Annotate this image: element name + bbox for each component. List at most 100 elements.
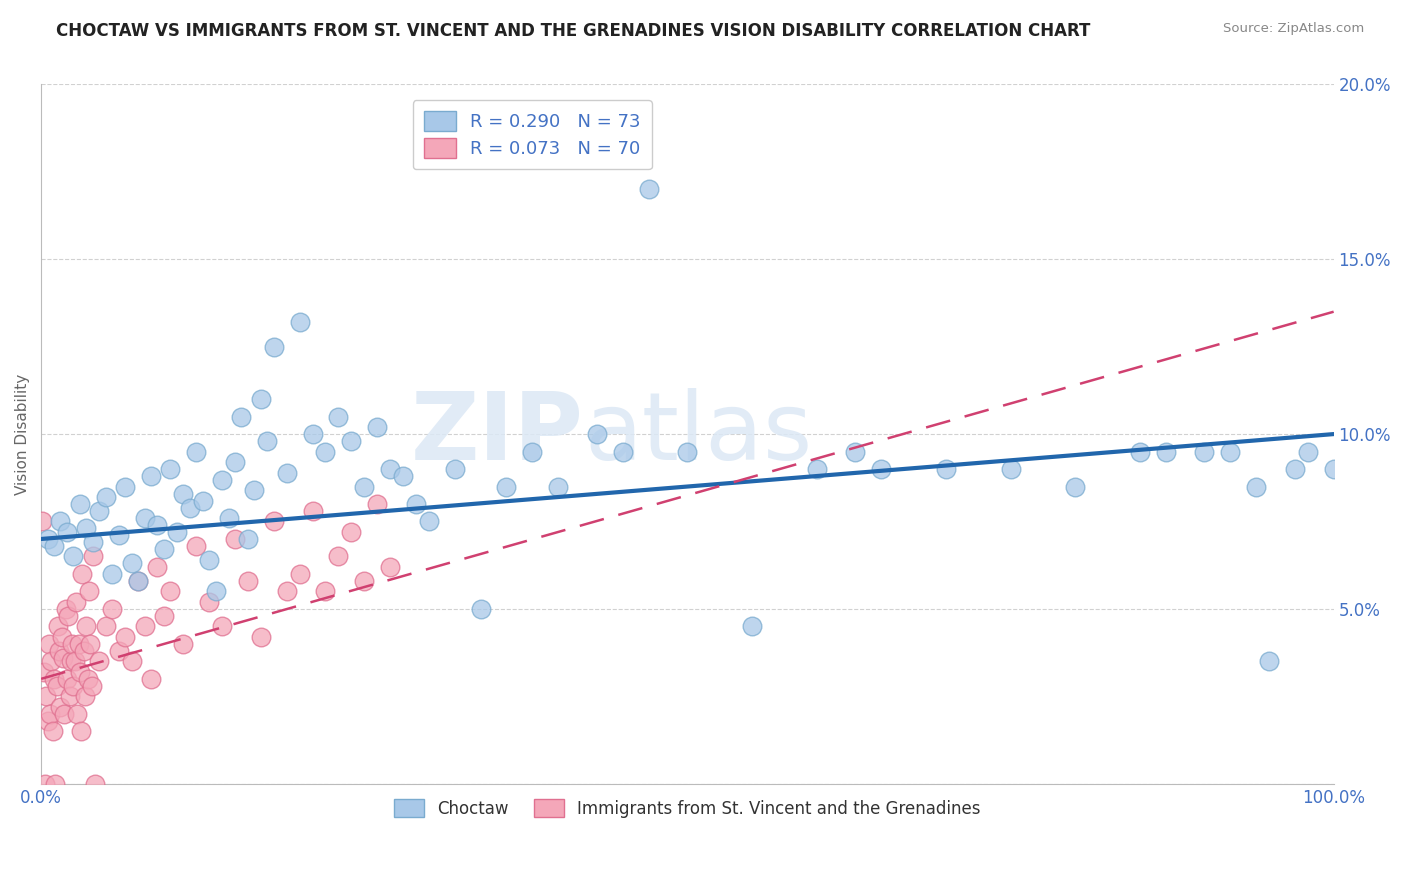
Point (65, 595, 87, 609)
Point (153, 542, 176, 557)
Point (107, 644, 129, 658)
Point (443, 462, 465, 476)
Point (82, 535, 104, 549)
Point (1129, 444, 1152, 458)
Point (48, 644, 70, 658)
Point (405, 497, 427, 511)
Point (32, 665, 55, 679)
Point (94, 619, 117, 633)
Point (72, 566, 94, 581)
Point (66, 706, 89, 721)
Point (231, 409, 253, 424)
Point (263, 515, 285, 529)
Point (89, 654, 111, 668)
Point (107, 528, 129, 542)
Point (73, 690, 96, 704)
Point (243, 483, 266, 497)
Point (153, 608, 176, 623)
Point (34, 777, 56, 791)
Point (328, 549, 350, 564)
Point (1296, 444, 1319, 458)
Point (495, 479, 517, 493)
Point (191, 493, 214, 508)
Point (263, 340, 285, 354)
Point (378, 560, 401, 574)
Point (77, 584, 100, 599)
Text: Source: ZipAtlas.com: Source: ZipAtlas.com (1223, 22, 1364, 36)
Point (63, 654, 86, 668)
Point (53, 706, 76, 721)
Point (806, 462, 828, 476)
Point (59, 654, 82, 668)
Point (46, 619, 69, 633)
Point (55, 602, 77, 616)
Point (67, 637, 90, 651)
Point (1194, 444, 1216, 458)
Point (366, 497, 388, 511)
Point (56, 672, 79, 686)
Point (935, 462, 957, 476)
Point (328, 409, 350, 424)
Point (42, 672, 65, 686)
Point (1284, 462, 1306, 476)
Point (340, 434, 363, 448)
Point (114, 630, 136, 644)
Point (44, 777, 66, 791)
Point (1064, 479, 1087, 493)
Point (37, 714, 59, 728)
Point (114, 479, 136, 493)
Point (101, 602, 124, 616)
Point (39, 706, 62, 721)
Point (60, 637, 83, 651)
Point (84, 777, 107, 791)
Legend: Choctaw, Immigrants from St. Vincent and the Grenadines: Choctaw, Immigrants from St. Vincent and… (388, 792, 987, 824)
Point (62, 679, 84, 693)
Point (741, 619, 763, 633)
Point (45, 679, 67, 693)
Point (49, 515, 72, 529)
Point (612, 444, 634, 458)
Point (250, 392, 273, 406)
Point (139, 469, 162, 483)
Point (58, 690, 80, 704)
Point (224, 455, 246, 469)
Point (35, 690, 58, 704)
Point (75, 619, 97, 633)
Point (80, 679, 103, 693)
Point (69, 497, 91, 511)
Point (366, 420, 388, 434)
Point (101, 566, 124, 581)
Point (172, 486, 194, 500)
Point (224, 532, 246, 546)
Point (56, 524, 79, 539)
Point (159, 584, 181, 599)
Point (146, 518, 169, 533)
Point (236, 574, 259, 588)
Point (844, 444, 866, 458)
Point (42, 539, 65, 553)
Point (179, 500, 201, 515)
Text: ZIP: ZIP (411, 388, 583, 480)
Point (62, 549, 84, 564)
Point (276, 466, 298, 480)
Point (134, 511, 156, 525)
Point (139, 672, 162, 686)
Point (121, 654, 143, 668)
Point (353, 574, 375, 588)
Point (236, 532, 259, 546)
Point (288, 315, 311, 329)
Point (198, 595, 221, 609)
Point (218, 511, 240, 525)
Point (37, 532, 59, 546)
Point (69, 665, 91, 679)
Point (522, 444, 544, 458)
Point (79, 637, 101, 651)
Point (127, 574, 149, 588)
Text: CHOCTAW VS IMMIGRANTS FROM ST. VINCENT AND THE GRENADINES VISION DISABILITY CORR: CHOCTAW VS IMMIGRANTS FROM ST. VINCENT A… (56, 22, 1091, 40)
Point (94, 490, 117, 504)
Point (301, 504, 323, 518)
Point (31, 515, 53, 529)
Point (211, 619, 233, 633)
Point (314, 584, 336, 599)
Point (49, 699, 72, 714)
